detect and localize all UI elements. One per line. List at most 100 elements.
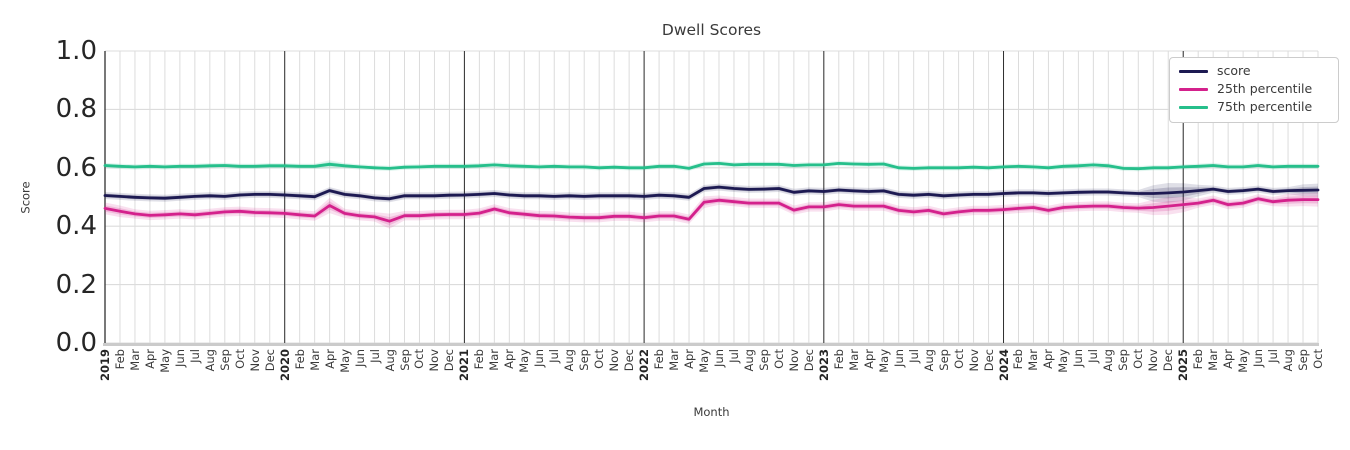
x-tick-month-label: Mar — [307, 349, 322, 371]
x-tick-month-label: Apr — [142, 349, 157, 369]
x-tick-month-label: May — [697, 349, 711, 373]
x-tick-month-label: May — [1056, 349, 1071, 373]
y-tick-label: 0.4 — [55, 211, 97, 242]
legend-item: score — [1179, 65, 1329, 78]
x-tick-month-label: Apr — [1221, 349, 1236, 369]
x-tick-month-label: Jul — [187, 349, 202, 363]
x-tick-month-label: Aug — [202, 349, 217, 372]
x-tick-month-label: Aug — [1101, 349, 1116, 372]
x-tick-month-label: Jul — [906, 349, 921, 363]
x-tick-month-label: May — [517, 349, 532, 373]
legend-line-swatch — [1179, 88, 1208, 91]
x-tick-month-label: Sep — [756, 349, 771, 371]
legend-item: 75th percentile — [1179, 101, 1329, 114]
legend-item: 25th percentile — [1179, 83, 1329, 96]
legend-label: 75th percentile — [1217, 99, 1313, 115]
x-tick-month-label: Apr — [502, 349, 517, 369]
x-tick-year-label: 2020 — [277, 349, 292, 382]
x-tick-month-label: Oct — [771, 349, 786, 369]
x-tick-month-label: Jun — [352, 349, 367, 367]
band-inner — [105, 195, 1318, 226]
x-tick-month-label: Apr — [861, 349, 876, 369]
y-tick-label: 1.0 — [55, 36, 97, 66]
x-tick-month-label: Sep — [1116, 349, 1131, 371]
y-tick-label: 0.6 — [55, 152, 97, 183]
series-line-score — [103, 185, 1320, 201]
x-axis-label: Month — [693, 405, 730, 419]
x-tick-month-label: Nov — [247, 349, 262, 372]
x-tick-month-label: May — [876, 349, 891, 373]
y-tick-label: 0.8 — [55, 94, 97, 125]
legend-label: score — [1217, 63, 1251, 79]
x-tick-month-label: Dec — [1161, 349, 1176, 372]
x-tick-month-label: Mar — [127, 349, 142, 371]
x-tick-month-label: Aug — [741, 349, 756, 372]
x-tick-year-label: 2022 — [637, 349, 652, 382]
x-tick-month-label: Aug — [921, 349, 936, 372]
x-tick-month-label: Feb — [112, 349, 127, 370]
x-tick-month-label: Jul — [1086, 349, 1101, 363]
x-tick-month-label: Nov — [607, 349, 622, 372]
x-tick-month-label: Jun — [711, 349, 726, 367]
x-tick-month-label: Mar — [846, 349, 861, 371]
x-tick-month-label: Jul — [1266, 349, 1281, 363]
x-tick-month-label: Dec — [801, 349, 816, 372]
x-tick-month-label: Mar — [667, 349, 682, 371]
x-tick-month-label: Jun — [172, 349, 187, 367]
x-tick-month-label: Dec — [262, 349, 277, 372]
legend-line-swatch — [1179, 70, 1208, 73]
x-tick-month-label: Jul — [367, 349, 382, 363]
x-tick-month-label: Apr — [322, 349, 337, 369]
series-line-75th-percentile — [103, 161, 1320, 171]
x-tick-month-label: Jun — [532, 349, 547, 367]
x-tick-year-label: 2021 — [457, 349, 472, 382]
x-tick-month-label: Aug — [1281, 349, 1296, 372]
x-tick-month-label: Oct — [592, 349, 607, 369]
x-tick-month-label: Sep — [936, 349, 951, 371]
x-tick-month-label: Aug — [382, 349, 397, 372]
x-tick-month-label: Feb — [472, 349, 487, 370]
x-tick-month-label: Sep — [217, 349, 232, 371]
x-tick-month-label: Oct — [232, 349, 247, 369]
x-tick-month-label: Mar — [1206, 349, 1221, 371]
y-tick-label: 0.2 — [55, 269, 97, 300]
x-tick-month-label: Nov — [1146, 349, 1161, 372]
y-tick-label: 0.0 — [55, 328, 97, 358]
x-tick-month-label: Jun — [1071, 349, 1086, 367]
x-tick-month-label: Aug — [562, 349, 577, 372]
x-tick-month-label: Nov — [966, 349, 981, 372]
x-tick-month-label: May — [337, 349, 352, 373]
x-tick-month-label: Feb — [652, 349, 667, 370]
x-tick-month-label: Jun — [891, 349, 906, 367]
x-tick-month-label: Apr — [682, 349, 697, 369]
x-tick-month-label: Sep — [1296, 349, 1311, 371]
band-outer — [105, 192, 1318, 229]
legend-label: 25th percentile — [1217, 81, 1313, 97]
x-tick-year-label: 2019 — [98, 349, 112, 382]
x-tick-year-label: 2023 — [816, 349, 831, 382]
x-tick-month-label: Feb — [1191, 349, 1206, 370]
x-tick-month-label: Oct — [1131, 349, 1146, 369]
x-tick-month-label: May — [157, 349, 172, 373]
x-tick-month-label: Dec — [981, 349, 996, 372]
series-line-25th-percentile — [103, 197, 1320, 223]
x-tick-month-label: Jul — [726, 349, 741, 363]
legend: score 25th percentile 75th percentile — [1169, 57, 1339, 123]
x-tick-month-label: Oct — [951, 349, 966, 369]
x-tick-month-label: May — [1236, 349, 1251, 373]
x-tick-month-label: Jun — [1251, 349, 1266, 367]
chart-title: Dwell Scores — [661, 21, 762, 39]
band-outer — [105, 183, 1318, 203]
x-tick-month-label: Jul — [547, 349, 562, 363]
x-tick-month-label: Nov — [786, 349, 801, 372]
x-tick-month-label: Oct — [1311, 349, 1325, 369]
x-tick-year-label: 2025 — [1176, 349, 1191, 382]
x-tick-month-label: Feb — [292, 349, 307, 370]
x-tick-month-label: Mar — [487, 349, 502, 371]
x-tick-month-label: Feb — [831, 349, 846, 370]
legend-line-swatch — [1179, 106, 1208, 109]
x-tick-month-label: Dec — [622, 349, 637, 372]
x-tick-month-label: Sep — [577, 349, 592, 371]
